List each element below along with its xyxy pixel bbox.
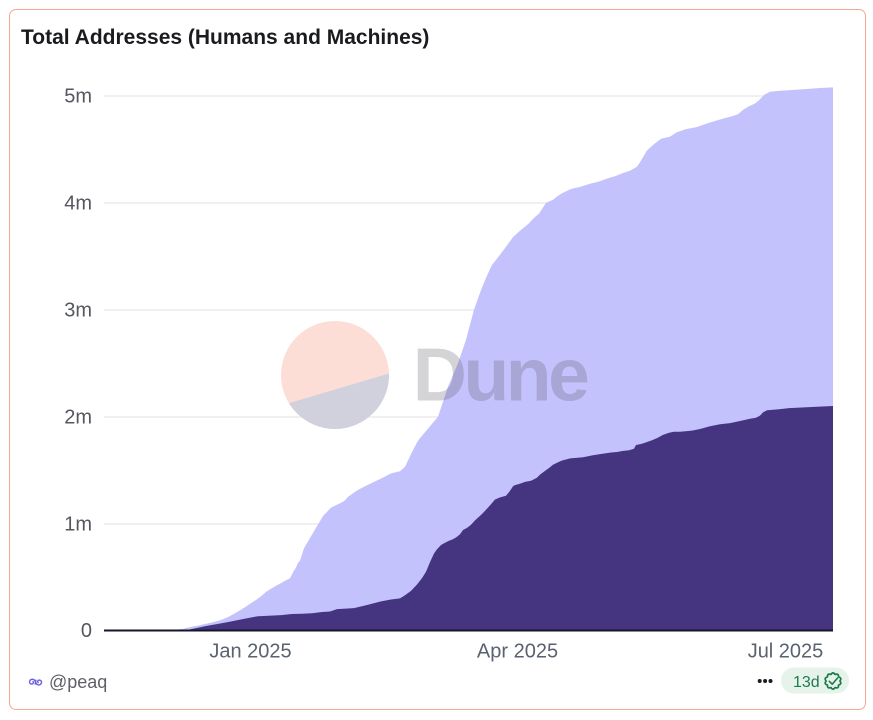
svg-text:4m: 4m [64,193,92,215]
svg-text:2m: 2m [64,407,92,429]
svg-text:Jul 2025: Jul 2025 [748,641,824,663]
svg-text:0: 0 [81,620,92,642]
svg-text:Jan 2025: Jan 2025 [209,641,291,663]
svg-text:3m: 3m [64,300,92,322]
svg-text:@peaq: @peaq [49,672,107,692]
svg-text:Dune: Dune [413,333,588,417]
svg-text:1m: 1m [64,514,92,536]
svg-text:5m: 5m [64,86,92,108]
svg-text:Apr 2025: Apr 2025 [477,641,558,663]
svg-text:13d: 13d [793,674,820,691]
